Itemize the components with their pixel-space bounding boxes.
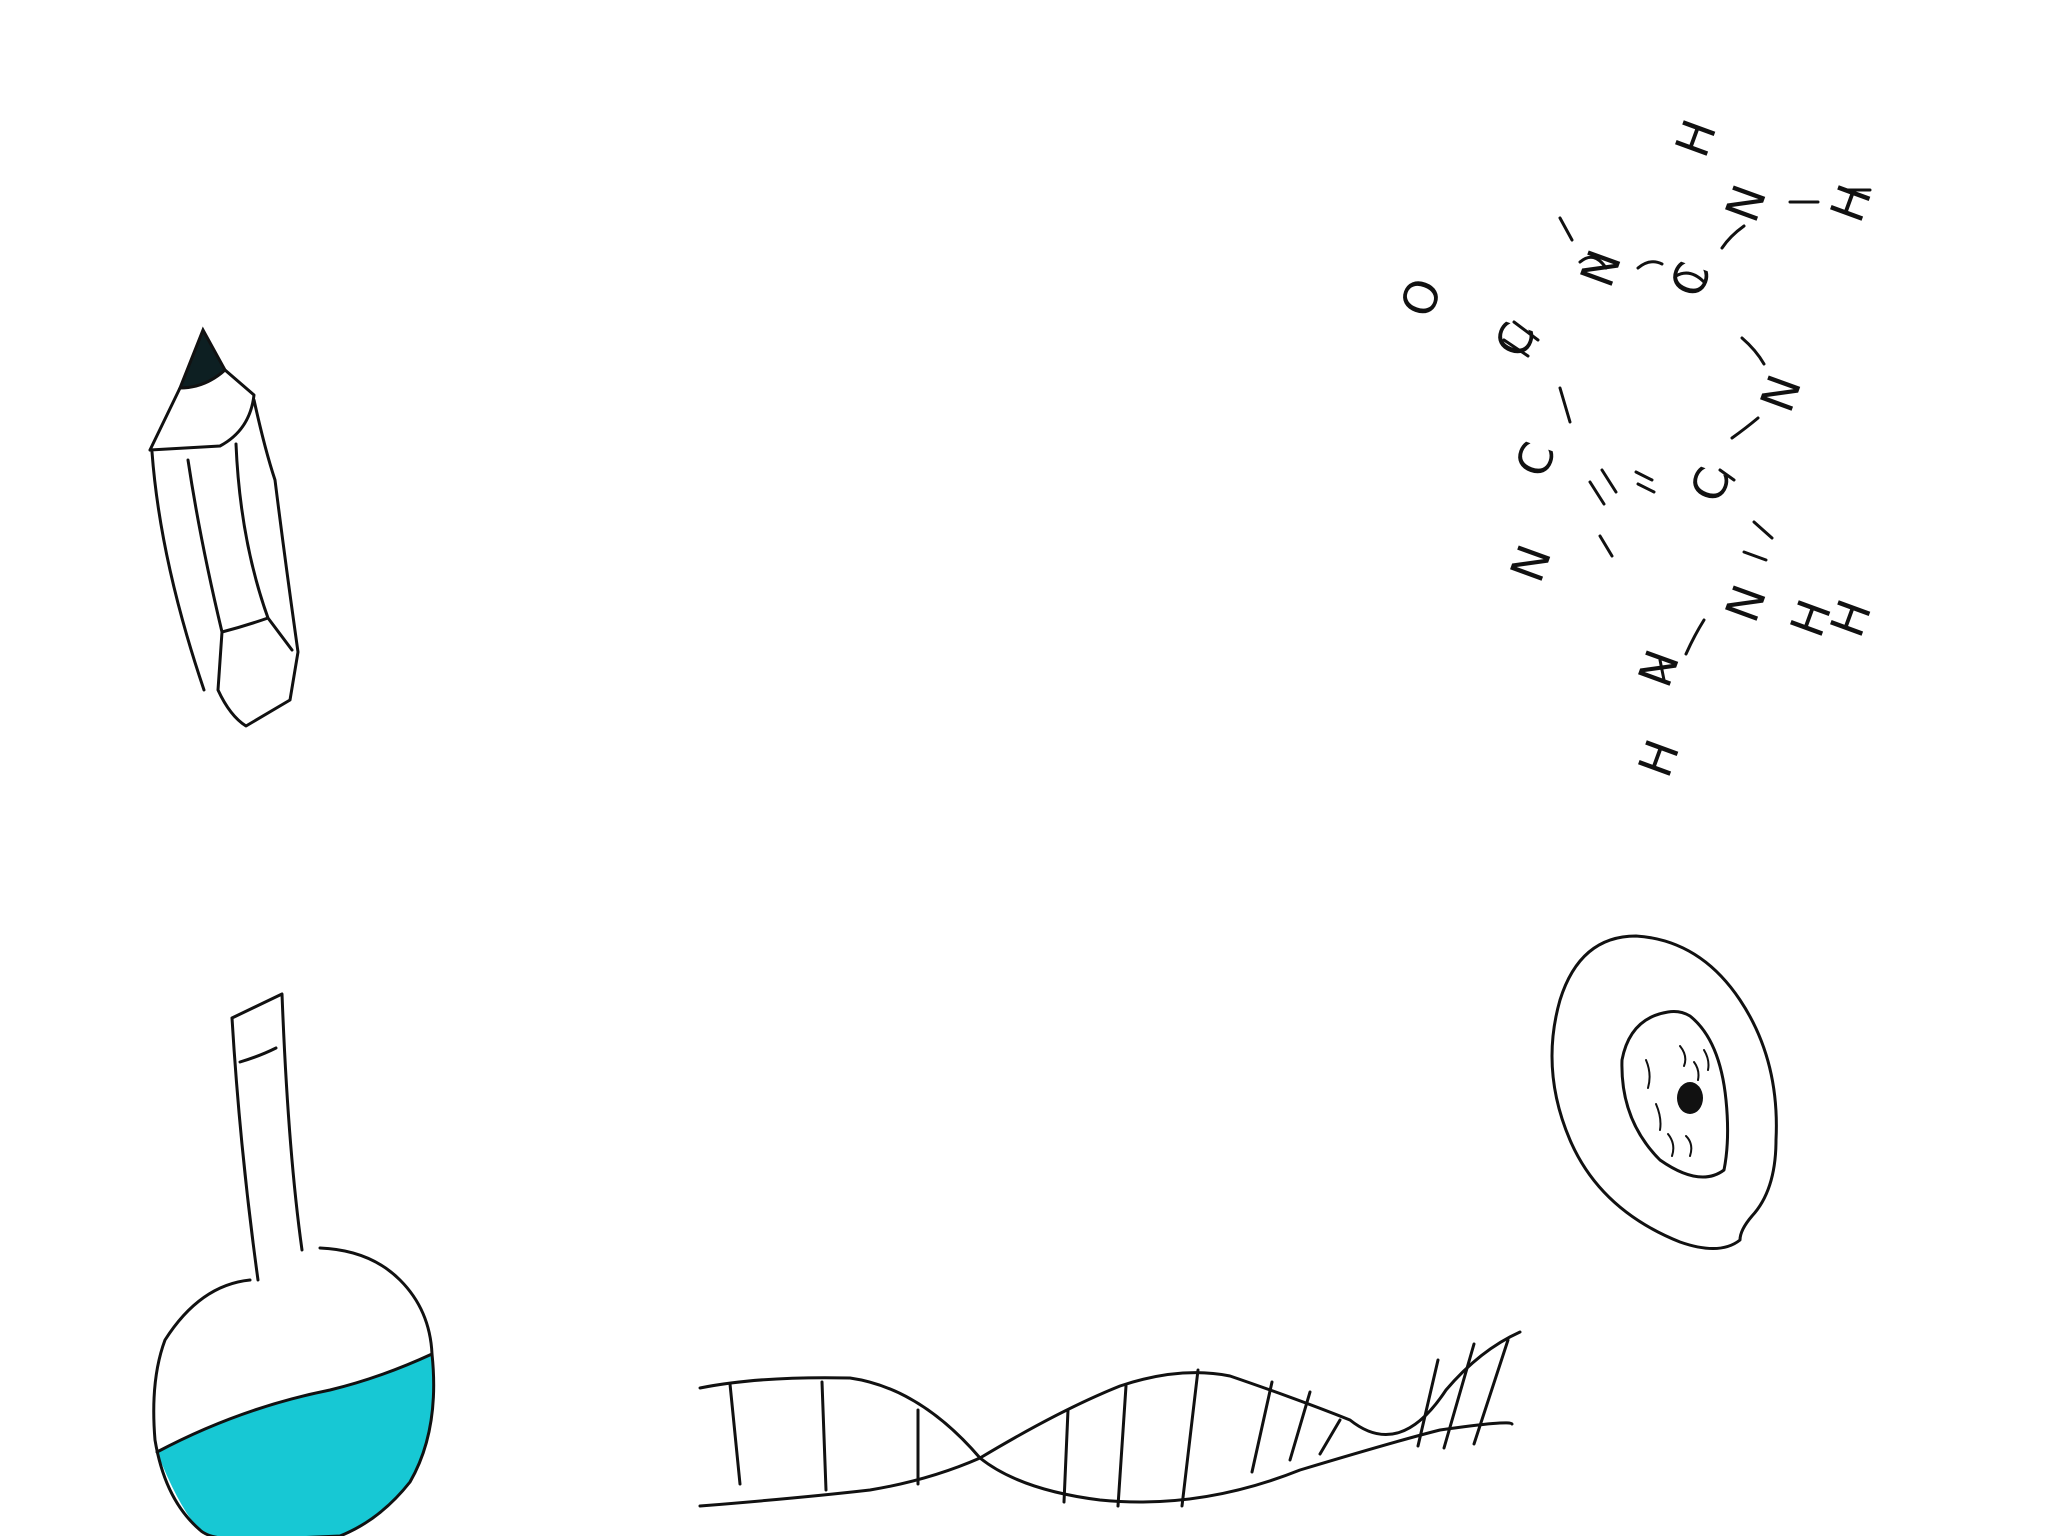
atom-label: C	[1505, 435, 1567, 484]
atom-label: N	[1715, 578, 1778, 629]
pencil-cone	[148, 368, 256, 452]
atom-label: O	[1390, 271, 1453, 324]
eye-pupil	[1677, 1082, 1703, 1114]
eye-iris	[1620, 1010, 1730, 1179]
eye-iris-texture	[1645, 1045, 1710, 1157]
flask-neck	[230, 992, 304, 1282]
atom-label: N	[1500, 538, 1563, 589]
atom-label: H	[1820, 178, 1883, 229]
atom-label: N	[1750, 368, 1813, 419]
atom-label: C	[1660, 255, 1722, 304]
atom-label: N	[1570, 243, 1633, 294]
eye-drawing	[1550, 934, 1778, 1251]
atom-label: H	[1665, 113, 1728, 164]
eye-outer	[1550, 934, 1778, 1251]
pencil-drawing	[148, 326, 300, 728]
flask-liquid	[157, 1354, 434, 1536]
dna-strand-bottom	[698, 1330, 1522, 1508]
atom-label: H	[1628, 733, 1691, 784]
atom-label: N	[1715, 178, 1778, 229]
molecule-drawing: H N H O C N C N C N C N H N H H	[1390, 113, 1883, 784]
dna-helix-drawing	[698, 1330, 1522, 1508]
pencil-tip	[177, 326, 227, 390]
dna-rungs	[728, 1338, 1510, 1508]
atom-label: N	[1628, 643, 1691, 694]
pencil-body	[150, 398, 300, 728]
atom-label: C	[1680, 460, 1742, 509]
dna-strand-top	[698, 1376, 1514, 1504]
molecule-bonds	[1502, 188, 1872, 682]
flask-bulb	[152, 1246, 436, 1536]
flask-drawing	[152, 992, 436, 1536]
